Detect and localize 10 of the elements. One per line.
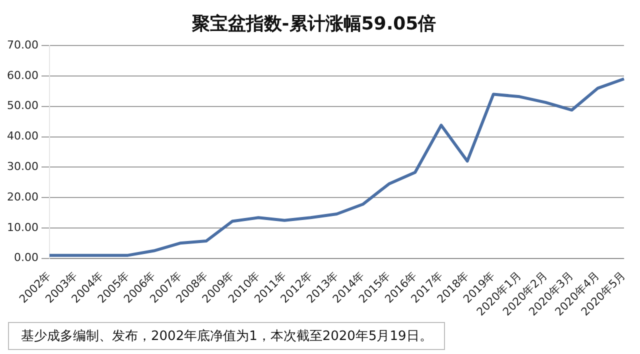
y-tick-label: 10.00 xyxy=(6,220,38,234)
chart-title: 聚宝盆指数-累计涨幅59.05倍 xyxy=(190,13,436,34)
y-tick-label: 70.00 xyxy=(6,38,38,52)
y-tick-label: 50.00 xyxy=(6,99,38,112)
y-tick-label: 0.00 xyxy=(14,251,38,264)
y-tick-label: 20.00 xyxy=(6,190,38,204)
text: 基少成多编制、发布，2002年底净值为1，本次截至2020年5月19日。 xyxy=(8,322,446,350)
y-tick-label: 30.00 xyxy=(6,160,38,174)
y-tick-label: 60.00 xyxy=(6,68,38,82)
y-tick-label: 40.00 xyxy=(6,130,38,143)
